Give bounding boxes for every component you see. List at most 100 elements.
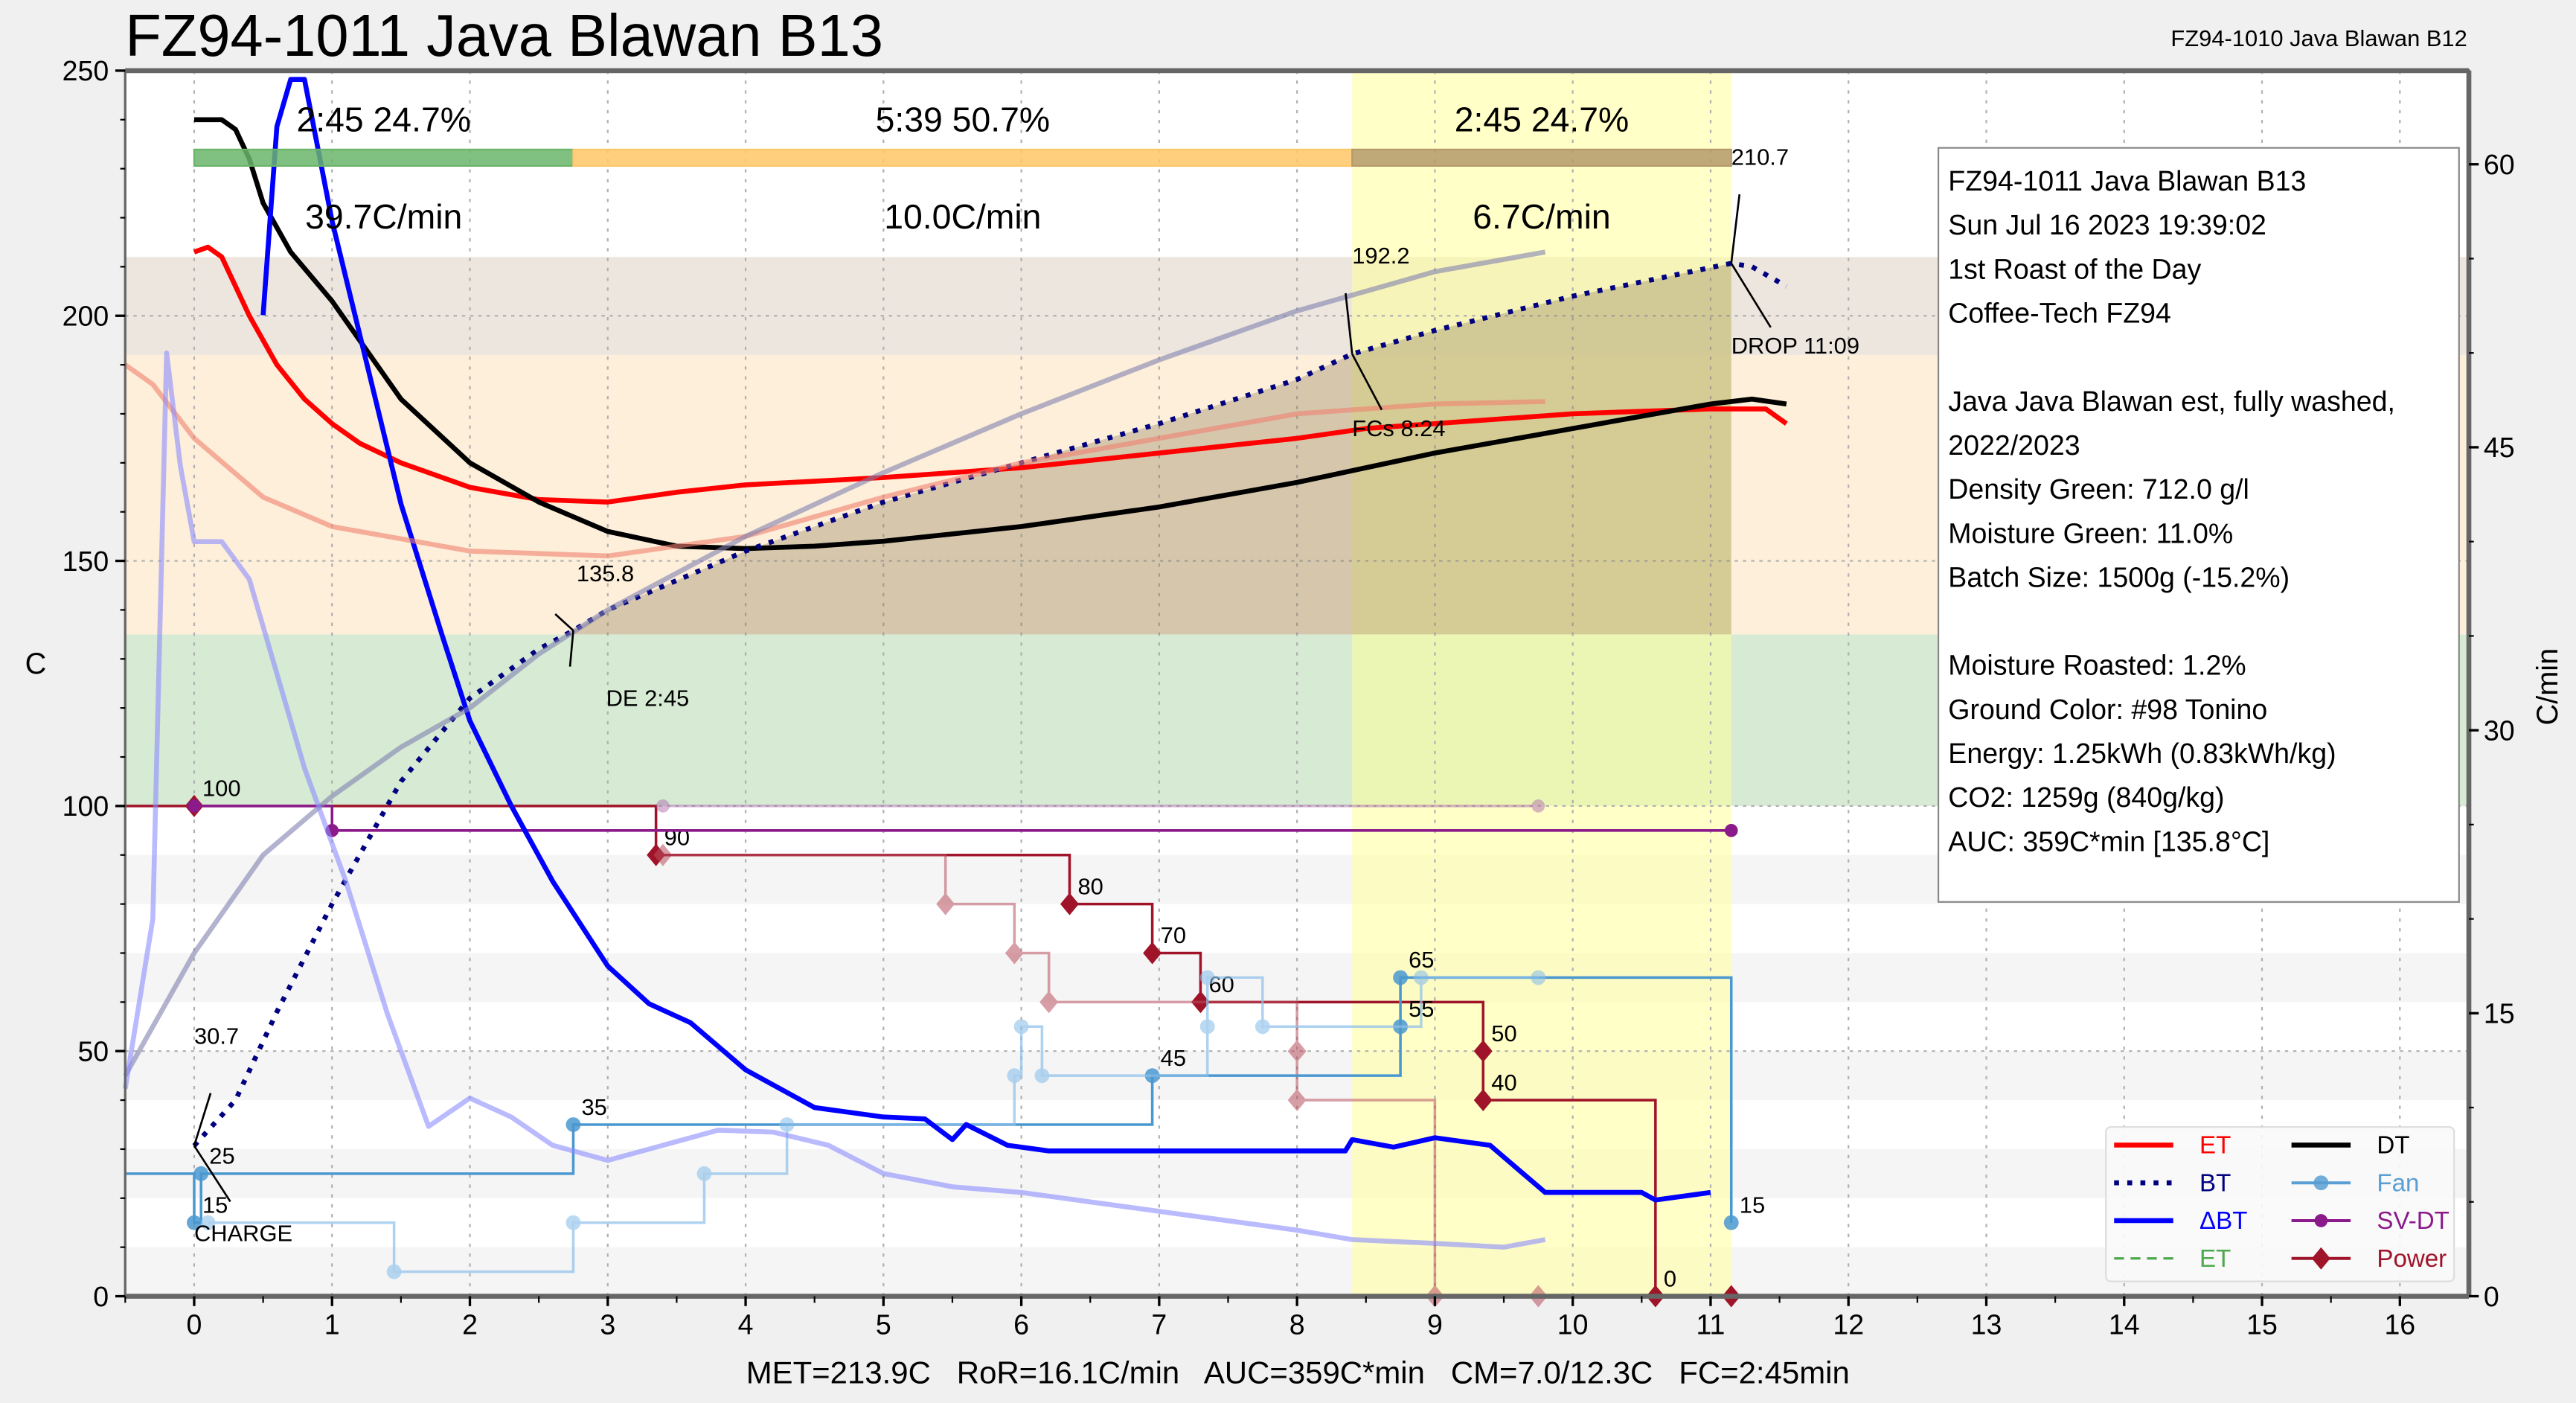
legend-item-et[interactable]: ET [2114,1245,2231,1273]
info-line: Moisture Roasted: 1.2% [1948,650,2246,681]
phase-bar [572,148,1353,167]
step-marker [200,1215,216,1230]
x-tick-label: 5 [876,1308,891,1340]
step-marker [193,1166,209,1181]
step-series-background-fan [200,970,1546,1279]
legend-item-et[interactable]: ET [2114,1131,2231,1159]
curve-series [123,77,1788,1250]
legend-label: BT [2199,1169,2231,1197]
footer-stats: MET=213.9C RoR=16.1C/min AUC=359C*min CM… [746,1355,1850,1390]
step-marker [1034,1068,1050,1084]
event-pointer [1730,194,1741,263]
info-line: Energy: 1.25kWh (0.83kWh/kg) [1948,738,2336,769]
step-marker [565,1215,581,1230]
x-tick-label: 4 [738,1308,754,1340]
info-line: Java Java Blawan est, fully washed, [1948,386,2395,417]
y2-tick-label: 30 [2484,715,2515,746]
legend-item--bt[interactable]: ΔBT [2114,1207,2247,1235]
background-profile-label[interactable]: FZ94-1010 Java Blawan B12 [2170,25,2467,51]
phase-bar [193,148,574,167]
y-tick-label: 150 [63,546,109,577]
info-line: Density Green: 712.0 g/l [1948,473,2249,505]
step-value-label: 15 [202,1192,228,1218]
event-value-label: 210.7 [1731,144,1789,170]
legend-item-sv-dt[interactable]: SV-DT [2291,1207,2450,1235]
step-marker [1199,970,1215,985]
x-tick-label: 6 [1013,1308,1029,1340]
step-marker [1255,1019,1270,1035]
step-value-label: 45 [1161,1045,1186,1071]
step-value-label: 25 [209,1143,234,1169]
step-marker [1005,942,1024,965]
step-series-background-power [653,843,1548,1308]
y-tick-label: 250 [63,55,109,86]
step-marker [187,1215,202,1230]
step-marker [1039,991,1059,1014]
step-marker [1413,970,1429,985]
step-marker [1473,1040,1493,1063]
x-tick-label: 7 [1151,1308,1167,1340]
curve-background-bt [123,350,1546,1250]
step-marker [188,799,201,813]
legend-label: Fan [2377,1169,2419,1197]
info-box-frame [1937,147,2460,903]
step-value-label: 50 [1491,1020,1516,1046]
step-value-label: 0 [1664,1265,1676,1291]
step-marker [1143,942,1162,965]
legend-label: DT [2377,1131,2409,1159]
legend-label: ET [2199,1245,2231,1273]
y2-tick-label: 60 [2484,149,2515,180]
step-marker [565,1117,581,1132]
y2-tick-label: 15 [2484,998,2515,1029]
event-name-label: FCs 8:24 [1352,415,1445,441]
legend-item-dt[interactable]: DT [2291,1131,2410,1159]
legend-marker-icon [2313,1175,2329,1191]
step-marker [1531,970,1546,985]
event-annotations: 30.7 CHARGE 135.8 DE 2:45 192.2 FCs 8:24 210.7… [193,144,1859,1246]
step-value-label: 15 [1740,1192,1765,1218]
info-line: FZ94-1011 Java Blawan B13 [1948,165,2306,196]
phase-ror-label: 39.7C/min [305,197,462,236]
y2-tick-label: 0 [2484,1281,2499,1312]
legend-item-power[interactable]: Power [2291,1245,2447,1273]
info-line: Ground Color: #98 Tonino [1948,694,2267,725]
x-tick-label: 3 [600,1308,615,1340]
step-value-label: 70 [1161,922,1186,948]
y2-axis-label: C/min [2531,648,2564,726]
event-pointer [554,613,574,632]
step-marker [779,1117,795,1132]
x-tick-label: 2 [462,1308,478,1340]
step-marker [1060,892,1079,915]
legend-label: ET [2199,1131,2231,1159]
legend-label: Power [2377,1245,2447,1273]
y-axis-label: C [25,648,47,680]
x-tick-label: 13 [1971,1308,2002,1340]
legend-item-bt[interactable]: BT [2114,1169,2231,1197]
step-marker [1199,1019,1215,1035]
curve-background-et [124,362,1545,559]
event-value-label: 192.2 [1352,243,1409,269]
info-line: Batch Size: 1500g (-15.2%) [1948,561,2290,592]
step-marker [1723,1215,1739,1230]
phase-time-label: 5:39 50.7% [876,100,1050,139]
x-tick-label: 12 [1833,1308,1864,1340]
legend[interactable]: ET BT ΔBT ET DT Fan SV-DT Power [2105,1126,2455,1282]
step-marker [696,1166,712,1181]
x-tick-label: 15 [2246,1308,2278,1340]
info-line: Sun Jul 16 2023 19:39:02 [1948,209,2266,240]
legend-item-fan[interactable]: Fan [2291,1169,2420,1197]
step-series-background-sv-dt [656,799,1545,813]
info-line: Moisture Green: 11.0% [1948,517,2233,549]
y-tick-label: 50 [77,1035,109,1067]
event-value-label: 30.7 [194,1023,239,1049]
x-tick-label: 11 [1696,1308,1725,1340]
phase-bars: 2:45 24.7% 39.7C/min 5:39 50.7% 10.0C/min 2:… [193,100,1732,236]
y-tick-label: 200 [63,300,109,331]
chart-title: FZ94-1011 Java Blawan B13 [125,2,883,68]
info-line: Coffee-Tech FZ94 [1948,298,2171,329]
step-value-label: 100 [202,776,241,802]
axes: 0 1 2 3 4 5 6 7 8 9 10 11 12 13 14 15 160501001502002500… [63,55,2515,1340]
curve-background-bt [123,249,1546,1077]
